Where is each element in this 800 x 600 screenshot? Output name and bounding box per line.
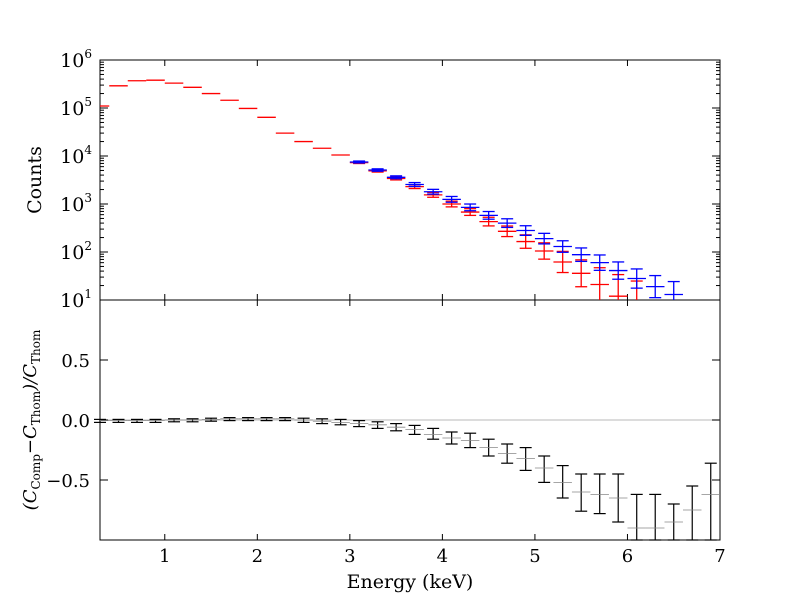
residual-point (497, 443, 517, 464)
residual-point (553, 465, 572, 499)
residual-point (608, 473, 628, 523)
top-y-tick-label: 104 (60, 143, 92, 168)
residual-point (183, 418, 202, 423)
x-tick-label: 6 (622, 546, 633, 567)
data-point-compton (423, 188, 443, 195)
residual-point (516, 447, 535, 471)
residual-point (146, 418, 165, 423)
residual-point (294, 417, 313, 423)
data-point-compton (590, 254, 609, 271)
data-point-compton (405, 181, 424, 188)
x-tick-label: 2 (252, 546, 263, 567)
residual-point (701, 462, 720, 541)
top-y-tick-label: 105 (60, 95, 92, 120)
x-tick-label: 3 (344, 546, 355, 567)
top-y-tick-label: 102 (60, 239, 92, 264)
residual-point (442, 431, 461, 445)
residual-point (460, 432, 480, 449)
residual-point (331, 418, 350, 426)
x-tick-label: 7 (714, 546, 725, 567)
x-tick-label: 4 (437, 546, 448, 567)
data-point-compton (497, 218, 517, 229)
data-point-compton (553, 240, 572, 253)
data-point-thomson (516, 234, 535, 249)
residual-point (94, 418, 110, 423)
residual-point (405, 424, 424, 435)
top-y-tick-label: 101 (60, 287, 92, 312)
data-point-compton (516, 225, 535, 236)
data-point-compton (386, 175, 406, 180)
residual-point (368, 421, 387, 429)
residual-point (257, 417, 276, 422)
top-panel-series (100, 79, 683, 300)
residual-point (682, 485, 702, 541)
data-point-compton (664, 280, 683, 300)
data-point-compton (571, 247, 591, 263)
data-point-compton (442, 195, 461, 203)
top-panel-ticks: 101 102 103 104 105 106 (60, 47, 721, 312)
residual-point (275, 417, 295, 422)
top-y-tick-label: 103 (60, 191, 92, 216)
data-point-compton (627, 268, 646, 289)
bottom-y-axis-label: (CComp−CThom)/CThom (20, 329, 43, 510)
residual-point (571, 473, 591, 512)
residual-point (590, 473, 609, 515)
data-point-compton (645, 274, 665, 299)
data-point-compton (368, 168, 387, 172)
top-panel-frame (99, 59, 721, 301)
bottom-panel-series (94, 417, 720, 541)
x-tick-label: 1 (159, 546, 170, 567)
x-axis-label: Energy (keV) (347, 571, 474, 593)
data-point-thomson (534, 242, 554, 260)
residual-point (479, 438, 498, 457)
data-point-thomson (571, 259, 591, 288)
residual-point (423, 427, 443, 440)
residual-point (201, 417, 221, 422)
top-y-tick-label: 106 (60, 47, 92, 72)
data-point-thomson (553, 250, 572, 274)
x-tick-label: 5 (529, 546, 540, 567)
residual-point (645, 493, 665, 541)
bottom-y-tick-label: −0.5 (46, 471, 90, 492)
residual-point (220, 417, 239, 422)
data-point-compton (534, 232, 554, 245)
data-point-compton (460, 203, 480, 212)
top-y-axis-label: Counts (24, 146, 46, 214)
data-point-compton (349, 160, 369, 164)
residual-point (312, 418, 332, 425)
data-point-thomson (590, 267, 609, 300)
data-point-compton (479, 210, 498, 220)
residual-point (664, 503, 683, 541)
data-point-compton (608, 261, 628, 280)
bottom-y-tick-label: 0.5 (61, 351, 90, 372)
bottom-panel-ticks: 1 2 3 4 5 6 7 −0.5 0.0 0.5 (46, 300, 726, 567)
residual-point (164, 418, 184, 423)
residual-point (627, 493, 646, 541)
residual-point (109, 418, 128, 423)
bottom-y-tick-label: 0.0 (61, 411, 90, 432)
residual-point (386, 423, 406, 432)
residual-point (127, 418, 147, 423)
residual-point (238, 417, 258, 422)
residual-point (349, 420, 369, 428)
residual-point (534, 455, 554, 483)
